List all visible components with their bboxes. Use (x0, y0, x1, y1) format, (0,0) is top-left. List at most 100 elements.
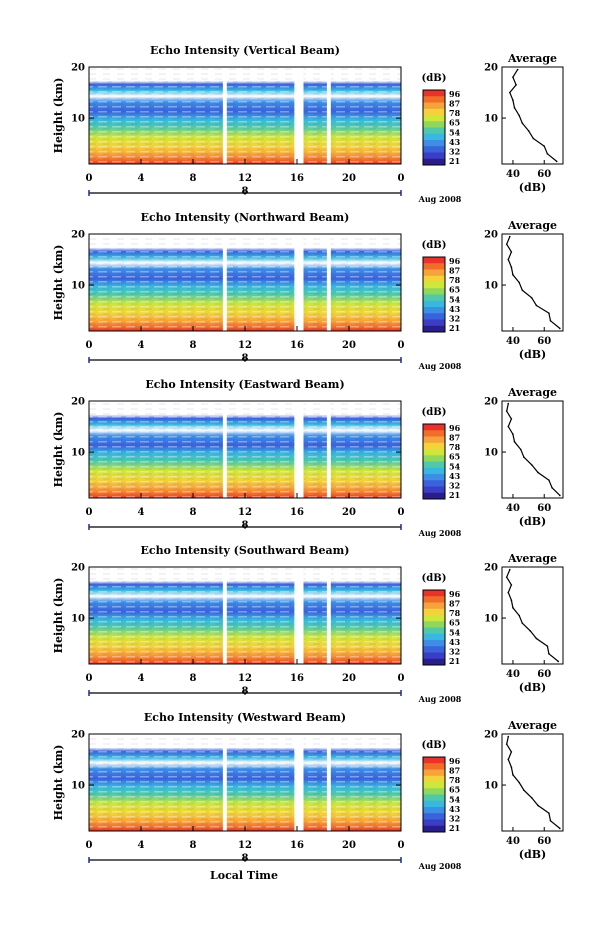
colorbar-cell (423, 486, 445, 494)
x-tick-label: 12 (238, 340, 252, 351)
y-tick-label: 10 (71, 281, 85, 292)
panel-5: Echo Intensity (Westward Beam) Height (km… (52, 711, 564, 871)
profile-point (510, 766, 513, 768)
profile-point (510, 418, 513, 420)
profile-point (548, 479, 550, 481)
colorbar-tick-label: 78 (449, 608, 461, 618)
colorbar-cell (423, 596, 445, 603)
figure-xlabel-group: Local Time (210, 869, 278, 882)
profile-point (513, 107, 516, 109)
colorbar-cell (423, 282, 445, 289)
profile-x-tick-label: 40 (506, 669, 520, 680)
colorbar-cell (423, 158, 445, 166)
date-mark: 8 (242, 853, 249, 864)
profile-point (512, 774, 514, 776)
profile-point (535, 637, 538, 640)
y-tick-label: 10 (71, 781, 85, 792)
colorbar-frame (422, 589, 446, 666)
x-tick-label: 4 (138, 673, 145, 684)
colorbar-cell (423, 646, 445, 653)
colorbar-cell (423, 640, 445, 647)
profile-point (521, 289, 524, 291)
profile-point (509, 91, 511, 94)
date-label: Aug 2008 (418, 861, 462, 871)
data-gap-1 (222, 567, 227, 664)
colorbar-cell (423, 461, 445, 469)
data-gap-1 (222, 734, 227, 831)
heatmap-texture (89, 401, 401, 498)
panel-3: Echo Intensity (Eastward Beam) Height (km… (52, 378, 564, 538)
colorbar-tick-label: 21 (449, 823, 460, 833)
profile-point (521, 622, 524, 624)
profile-y-tick-label: 20 (484, 63, 498, 74)
profile-point (532, 137, 535, 140)
panel-ylabel: Height (km) (52, 578, 65, 654)
x-tick-label: 8 (190, 673, 197, 684)
x-tick-label: 0 (86, 507, 93, 518)
colorbar-tick-label: 78 (449, 108, 461, 118)
colorbar-cell (423, 436, 445, 444)
profile-point (507, 258, 510, 261)
profile-xlabel: (dB) (519, 515, 546, 528)
date-mark: 8 (242, 353, 249, 364)
colorbar-cell (423, 115, 445, 122)
panel-ylabel: Height (km) (52, 78, 65, 154)
profile-y-tick-label: 20 (484, 730, 498, 741)
colorbar-tick-label: 78 (449, 275, 461, 285)
x-tick-label: 12 (238, 673, 252, 684)
profile-point (507, 591, 510, 594)
date-label: Aug 2008 (418, 528, 462, 538)
x-tick-label: 12 (238, 173, 252, 184)
profile-point (510, 251, 513, 253)
profile-point (519, 448, 522, 451)
profile-point (505, 743, 508, 746)
profile-y-tick-label: 10 (484, 448, 498, 459)
profile-x-tick-label: 60 (537, 669, 551, 680)
x-tick-label: 4 (138, 173, 145, 184)
colorbar-tick-label: 65 (449, 118, 460, 128)
colorbar-cell (423, 807, 445, 814)
colorbar-cell (423, 269, 445, 277)
y-tick-label: 20 (71, 397, 85, 408)
data-gap-3 (326, 401, 331, 498)
colorbar-cell (423, 813, 445, 820)
heatmap-texture (89, 734, 401, 831)
profile-x-tick-label: 40 (506, 169, 520, 180)
colorbar-tick-label: 21 (449, 323, 460, 333)
date-mark: 8 (242, 186, 249, 197)
data-gap-1 (222, 234, 227, 331)
colorbar-unit: (dB) (422, 240, 447, 251)
profile-point (513, 441, 516, 443)
heatmap-texture (89, 567, 401, 664)
colorbar-tick-label: 43 (449, 804, 461, 814)
colorbar-tick-label: 32 (449, 146, 460, 156)
colorbar-cell (423, 133, 445, 141)
x-tick-label: 20 (342, 840, 356, 851)
colorbar-cell (423, 769, 445, 777)
colorbar-cell (423, 108, 445, 116)
profile-point (530, 464, 533, 466)
profile-x-tick-label: 60 (537, 503, 551, 514)
colorbar-cell (423, 627, 445, 635)
x-tick-label: 16 (290, 340, 304, 351)
colorbar-cell (423, 424, 445, 431)
panel-title: Echo Intensity (Northward Beam) (141, 211, 350, 224)
profile-point (548, 312, 550, 314)
colorbar-tick-label: 65 (449, 452, 460, 462)
colorbar-cell (423, 442, 445, 450)
colorbar-tick-label: 65 (449, 285, 460, 295)
x-tick-label: 8 (190, 173, 197, 184)
profile-point (507, 758, 510, 761)
data-gap-2 (294, 401, 304, 498)
profile-point (512, 607, 514, 609)
colorbar-cell (423, 430, 445, 437)
panel-title: Echo Intensity (Eastward Beam) (145, 378, 344, 391)
profile-point (510, 751, 513, 753)
profile-point (523, 456, 525, 458)
colorbar-cell (423, 775, 445, 783)
x-tick-label: 0 (398, 507, 405, 518)
colorbar-cell (423, 608, 445, 616)
profile-point (548, 652, 550, 655)
data-gap-2 (294, 567, 304, 664)
colorbar-cell (423, 794, 445, 802)
